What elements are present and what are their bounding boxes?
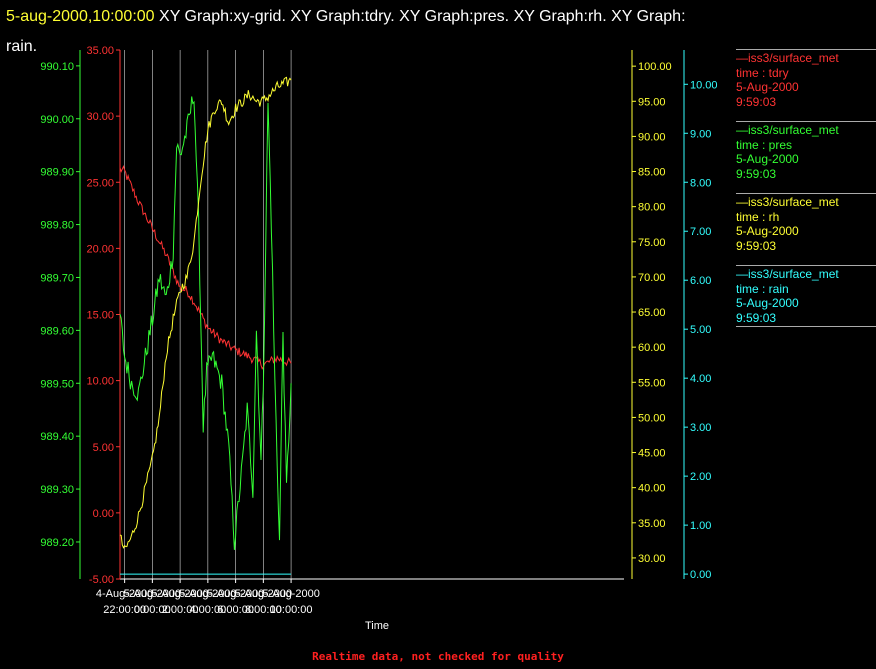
y-tick-label-rain: 8.00	[690, 177, 711, 189]
y-tick-label-rain: 6.00	[690, 275, 711, 287]
legend-entry-rain: —iss3/surface_met time : rain 5-Aug-2000…	[736, 265, 876, 328]
legend-date: 5-Aug-2000	[736, 224, 799, 238]
y-tick-label-rh: 75.00	[638, 237, 666, 249]
x-tick-date: 5-Aug-2000	[207, 588, 265, 600]
x-axis-label: Time	[365, 620, 389, 632]
y-tick-label-tdry: 25.00	[86, 177, 114, 189]
legend-source: —iss3/surface_met	[736, 51, 839, 65]
x-tick-date: 5-Aug-2000	[262, 588, 320, 600]
y-tick-label-rain: 7.00	[690, 226, 711, 238]
y-tick-label-rh: 90.00	[638, 131, 666, 143]
y-tick-label-rh: 65.00	[638, 307, 666, 319]
legend-divider	[736, 121, 876, 122]
x-tick-time: 22:00:00	[103, 604, 146, 616]
legend-variable: time : rh	[736, 209, 780, 224]
x-tick-date: 5-Aug-2000	[151, 588, 209, 600]
y-tick-label-rh: 95.00	[638, 96, 666, 108]
y-tick-label-tdry: 35.00	[86, 45, 114, 57]
x-tick-time: 4:00:00	[190, 604, 227, 616]
x-tick-time: 10:00:00	[270, 604, 313, 616]
y-tick-label-pres: 989.80	[40, 220, 74, 232]
title-description: XY Graph:xy-grid. XY Graph:tdry. XY Grap…	[159, 8, 686, 25]
y-tick-label-rain: 2.00	[690, 471, 711, 483]
x-grid	[120, 50, 624, 580]
y-tick-label-pres: 989.50	[40, 378, 74, 390]
y-tick-label-pres: 989.30	[40, 484, 74, 496]
legend-entry-rh: —iss3/surface_met time : rh 5-Aug-2000 9…	[736, 193, 876, 253]
legend-variable: time : rain	[736, 281, 789, 296]
y-tick-label-tdry: 5.00	[93, 442, 114, 454]
legend-divider	[736, 193, 876, 194]
legend-source: —iss3/surface_met	[736, 123, 839, 137]
y-tick-label-pres: 990.00	[40, 114, 74, 126]
y-tick-label-tdry: 20.00	[86, 243, 114, 255]
graph-title: 5-aug-2000,10:00:00 XY Graph:xy-grid. XY…	[6, 2, 866, 62]
legend-date: 5-Aug-2000	[736, 296, 799, 310]
legend-time: 9:59:03	[736, 238, 777, 253]
legend-source: —iss3/surface_met	[736, 267, 839, 281]
legend-time: 9:59:03	[736, 310, 777, 325]
y-tick-label-rain: 4.00	[690, 373, 711, 385]
y-tick-label-pres: 989.40	[40, 431, 74, 443]
chart-series	[119, 76, 292, 575]
y-tick-label-pres: 989.20	[40, 537, 74, 549]
legend-entry-tdry: —iss3/surface_met time : tdry 5-Aug-2000…	[736, 49, 876, 109]
y-tick-label-rh: 80.00	[638, 202, 666, 214]
y-tick-label-tdry: 10.00	[86, 376, 114, 388]
legend-time: 9:59:03	[736, 166, 777, 181]
y-tick-label-rain: 5.00	[690, 324, 711, 336]
y-tick-label-tdry: 0.00	[93, 508, 114, 520]
legend-source: —iss3/surface_met	[736, 195, 839, 209]
y-tick-label-rh: 60.00	[638, 342, 666, 354]
y-tick-label-rh: 40.00	[638, 483, 666, 495]
y-tick-label-rain: 1.00	[690, 520, 711, 532]
y-tick-label-rh: 45.00	[638, 448, 666, 460]
x-tick-time: 2:00:00	[162, 604, 199, 616]
chart-axes: -5.00 0.00 5.00 10.00 15.00 20.00 25.00 30.00 35…	[40, 45, 717, 586]
y-tick-label-rh: 30.00	[638, 553, 666, 565]
y-tick-label-rain: 9.00	[690, 128, 711, 140]
title-timestamp: 5-aug-2000,10:00:00	[6, 8, 155, 25]
y-tick-label-rh: 55.00	[638, 377, 666, 389]
legend-variable: time : pres	[736, 137, 793, 152]
y-tick-label-rain: 10.00	[690, 79, 718, 91]
legend-divider	[736, 49, 876, 50]
y-tick-label-rain: 0.00	[690, 569, 711, 581]
x-tick-time: 6:00:00	[217, 604, 254, 616]
series-line-rh	[119, 76, 292, 549]
y-tick-label-tdry: 30.00	[86, 111, 114, 123]
y-tick-label-rain: 3.00	[690, 422, 711, 434]
y-tick-label-rh: 85.00	[638, 167, 666, 179]
legend-date: 5-Aug-2000	[736, 152, 799, 166]
x-tick-date: 4-Aug-2000	[96, 588, 154, 600]
x-tick-time: 0:00:00	[134, 604, 171, 616]
legend-time: 9:59:03	[736, 94, 777, 109]
y-tick-label-pres: 989.60	[40, 325, 74, 337]
series-line-pres	[119, 96, 292, 550]
series-line-tdry	[119, 164, 292, 370]
title-description-continued: rain.	[6, 38, 38, 55]
legend-entry-pres: —iss3/surface_met time : pres 5-Aug-2000…	[736, 121, 876, 181]
x-axis-ticks: 4-Aug-2000 22:00:00 5-Aug-2000 0:00:00 5-Aug…	[96, 579, 320, 616]
legend-divider	[736, 326, 876, 327]
legend-divider	[736, 265, 876, 266]
legend-variable: time : tdry	[736, 65, 789, 80]
x-tick-date: 5-Aug-2000	[124, 588, 182, 600]
x-tick-date: 5-Aug-2000	[235, 588, 293, 600]
x-tick-date: 5-Aug-2000	[179, 588, 237, 600]
y-tick-label-rh: 50.00	[638, 412, 666, 424]
y-tick-label-tdry: 15.00	[86, 310, 114, 322]
y-tick-label-rh: 70.00	[638, 272, 666, 284]
quality-disclaimer: Realtime data, not checked for quality	[312, 650, 564, 663]
y-tick-label-pres: 989.90	[40, 167, 74, 179]
y-tick-label-pres: 989.70	[40, 272, 74, 284]
y-tick-label-rh: 100.00	[638, 61, 672, 73]
y-tick-label-rh: 35.00	[638, 518, 666, 530]
legend-date: 5-Aug-2000	[736, 80, 799, 94]
y-tick-label-tdry: -5.00	[89, 574, 114, 586]
y-tick-label-pres: 990.10	[40, 61, 74, 73]
x-tick-time: 8:00:00	[245, 604, 282, 616]
